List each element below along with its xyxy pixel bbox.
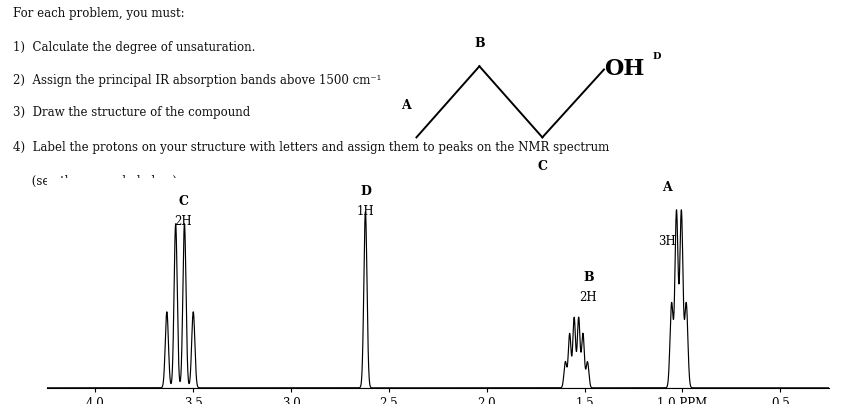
Text: OH: OH xyxy=(604,59,645,80)
Text: C: C xyxy=(537,160,547,173)
Text: 2H: 2H xyxy=(580,291,597,304)
Text: B: B xyxy=(583,271,594,284)
Text: A: A xyxy=(662,181,672,194)
Text: 2)  Assign the principal IR absorption bands above 1500 cm⁻¹: 2) Assign the principal IR absorption ba… xyxy=(13,74,381,87)
Text: D: D xyxy=(360,185,371,198)
Text: B: B xyxy=(474,37,485,50)
Text: 1H: 1H xyxy=(357,205,374,218)
Text: C: C xyxy=(179,195,189,208)
Text: For each problem, you must:: For each problem, you must: xyxy=(13,7,184,21)
Text: D: D xyxy=(652,52,661,61)
Text: 2H: 2H xyxy=(174,215,192,228)
Text: 4)  Label the protons on your structure with letters and assign them to peaks on: 4) Label the protons on your structure w… xyxy=(13,141,609,154)
Text: 3)  Draw the structure of the compound: 3) Draw the structure of the compound xyxy=(13,106,250,119)
Text: 1)  Calculate the degree of unsaturation.: 1) Calculate the degree of unsaturation. xyxy=(13,41,255,54)
Text: A: A xyxy=(401,99,410,112)
Text: 3H: 3H xyxy=(658,235,676,248)
Text: (see the example below).: (see the example below). xyxy=(13,175,180,188)
